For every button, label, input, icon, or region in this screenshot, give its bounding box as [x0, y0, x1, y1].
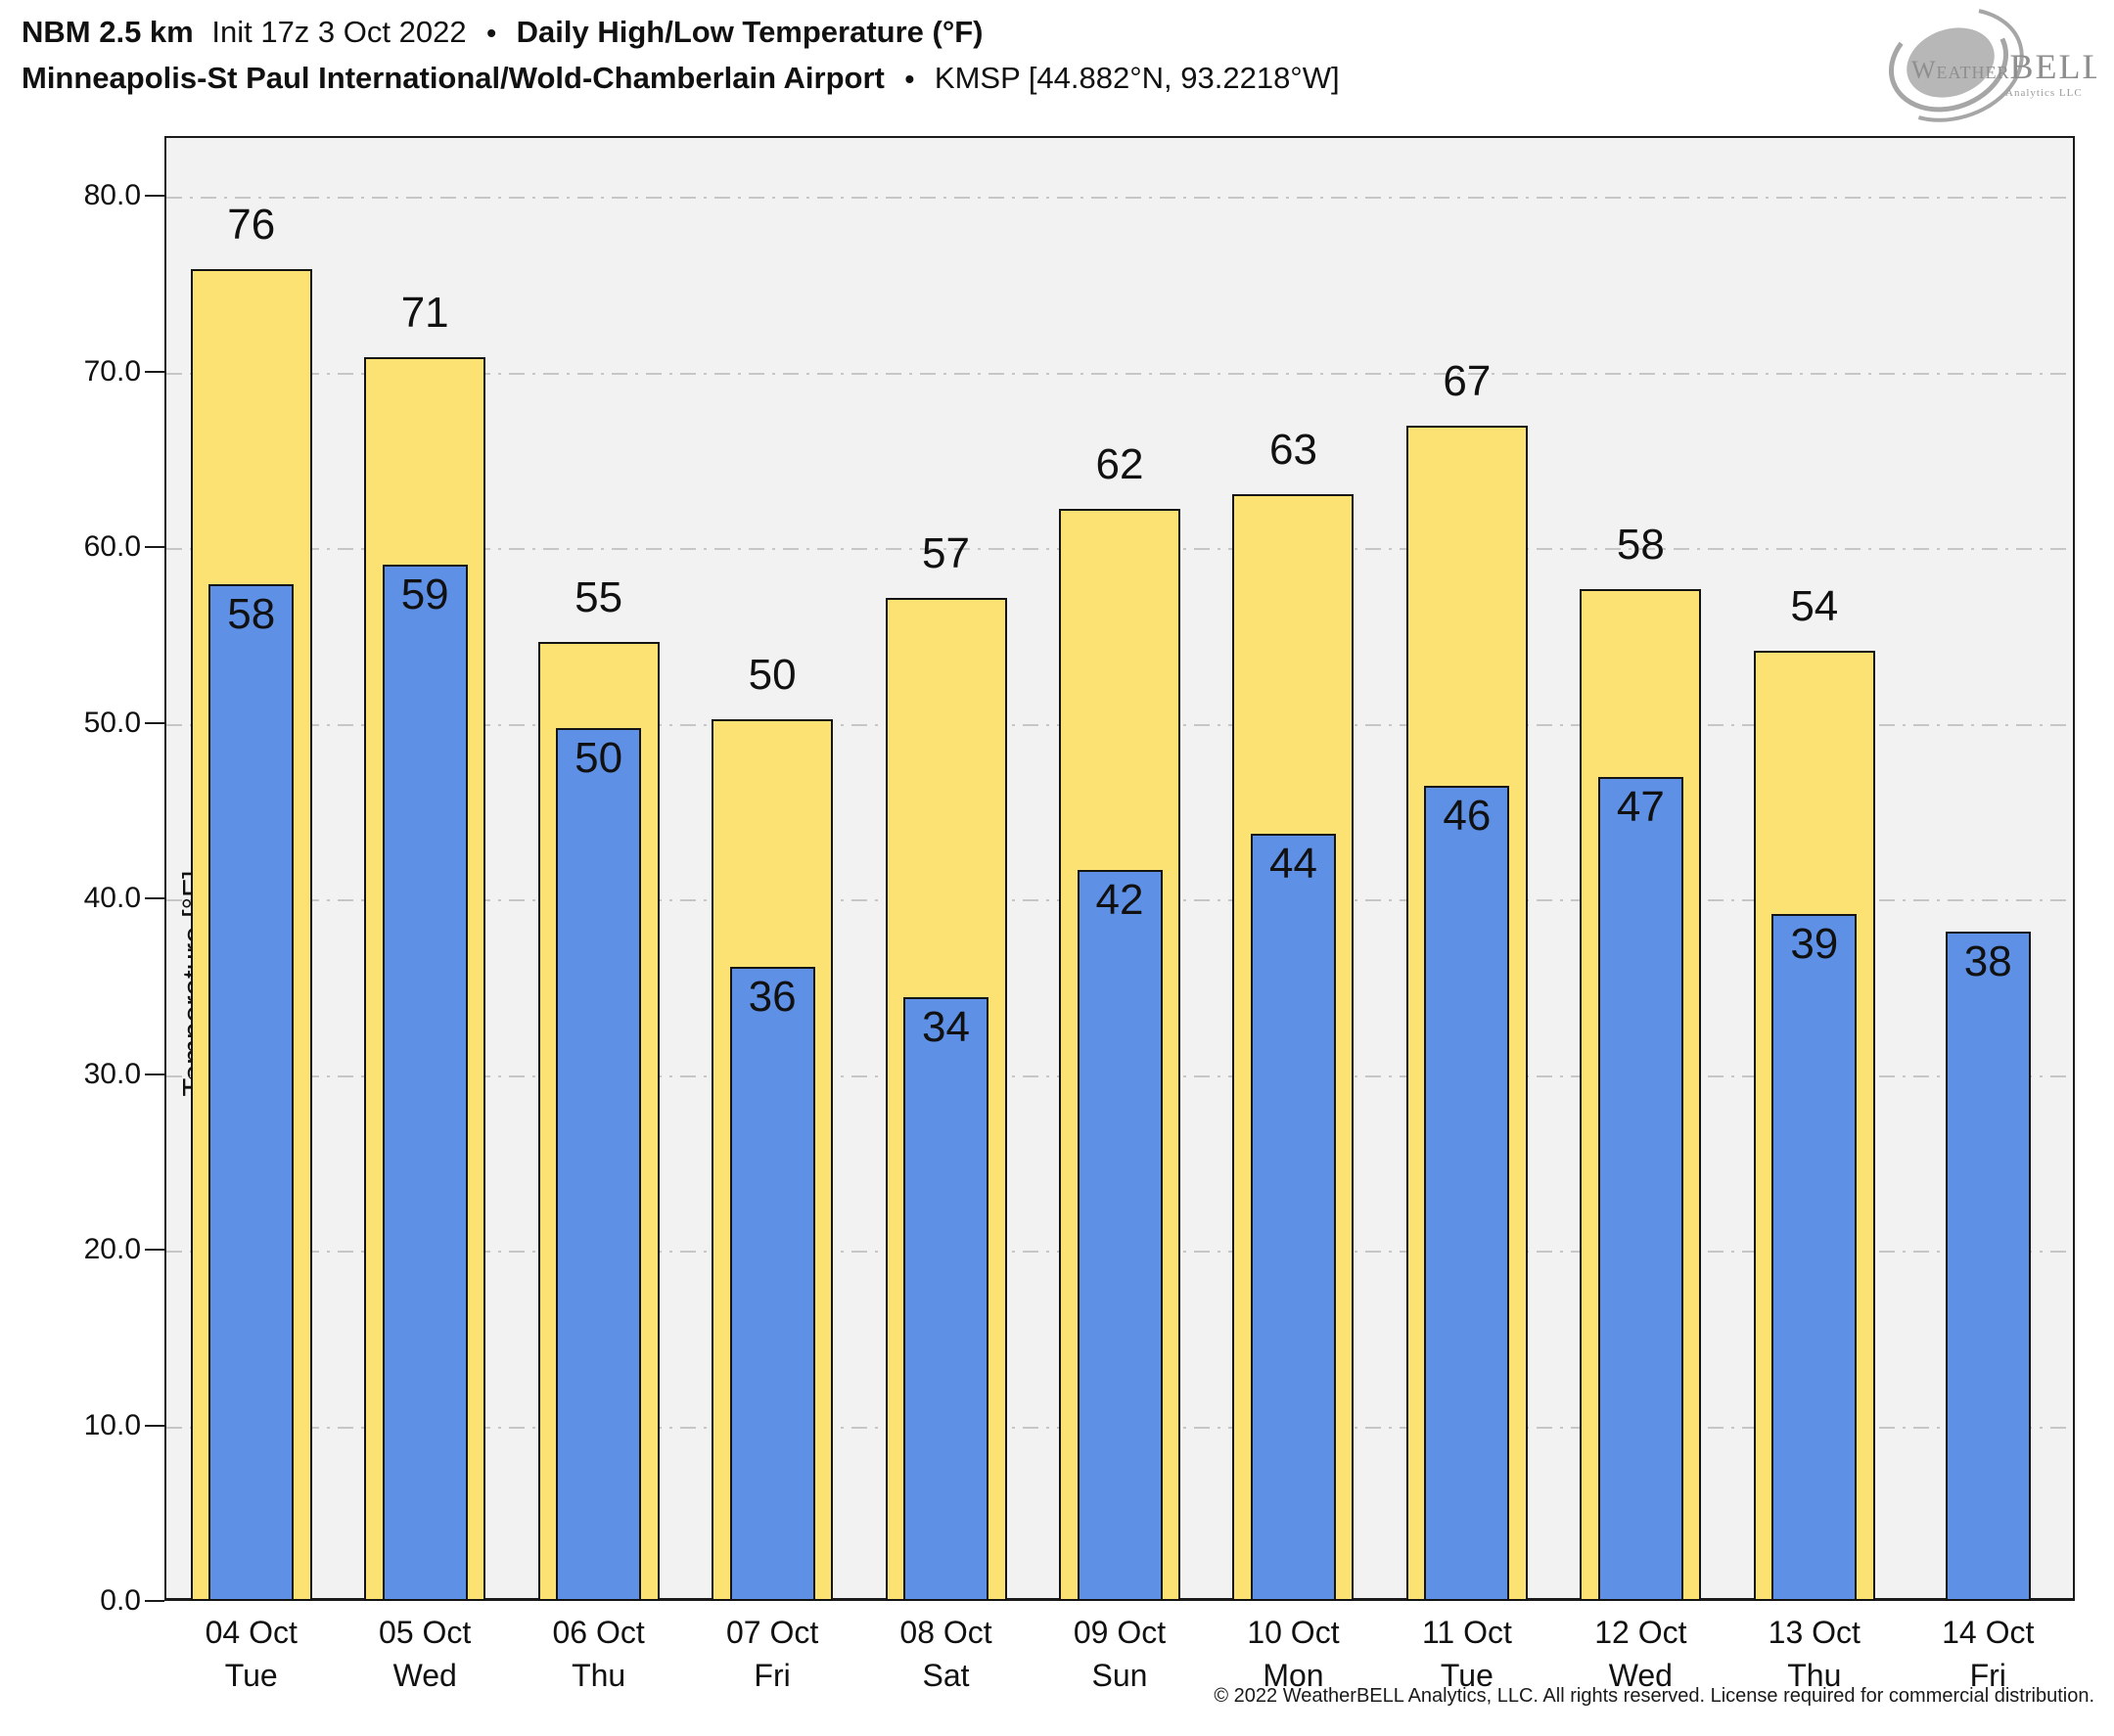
high-value-label: 76 — [227, 201, 276, 250]
x-tick-day-09-Oct: Sun — [1091, 1658, 1148, 1693]
weatherbell-logo: WeatherBELL Analytics LLC — [1886, 7, 2096, 122]
low-bar-05-Oct — [382, 564, 468, 1601]
model-name: NBM 2.5 km — [22, 15, 194, 49]
x-tick-day-06-Oct: Thu — [572, 1658, 626, 1693]
copyright-notice: © 2022 WeatherBELL Analytics, LLC. All r… — [1214, 1685, 2094, 1707]
y-tick-80 — [145, 195, 164, 198]
y-tick-40 — [145, 897, 164, 899]
low-bar-04-Oct — [208, 583, 295, 1601]
y-tick-50 — [145, 721, 164, 724]
low-value-label: 47 — [1616, 783, 1665, 832]
y-tick-30 — [145, 1073, 164, 1075]
x-tick-date-10-Oct: 10 Oct — [1247, 1615, 1340, 1650]
high-value-label: 63 — [1268, 426, 1317, 475]
x-tick-date-14-Oct: 14 Oct — [1942, 1615, 2035, 1650]
gridline-80 — [166, 197, 2073, 200]
x-tick-day-10-Oct: Mon — [1263, 1658, 1324, 1693]
high-value-label: 57 — [922, 529, 970, 578]
logo-swirl-outermost — [1886, 7, 2024, 122]
x-tick-date-08-Oct: 08 Oct — [899, 1615, 992, 1650]
x-tick-date-12-Oct: 12 Oct — [1594, 1615, 1687, 1650]
y-tick-70 — [145, 370, 164, 373]
high-value-label: 54 — [1790, 581, 1839, 630]
y-tick-label-20: 20.0 — [83, 1233, 141, 1265]
x-tick-day-08-Oct: Sat — [922, 1658, 970, 1693]
title-line-2: Minneapolis-St Paul International/Wold-C… — [22, 56, 1340, 102]
logo-swirl-core — [1907, 27, 1995, 98]
logo-word-bell: BELL — [2010, 47, 2096, 86]
high-value-label: 71 — [400, 289, 449, 338]
station-id: KMSP [44.882°N, 93.2218°W] — [934, 61, 1340, 95]
low-bar-09-Oct — [1077, 870, 1163, 1601]
high-value-label: 55 — [574, 572, 623, 621]
low-value-label: 38 — [1963, 937, 2012, 986]
low-bar-10-Oct — [1250, 833, 1336, 1601]
y-tick-label-10: 10.0 — [83, 1408, 141, 1441]
init-time: Init 17z 3 Oct 2022 — [211, 15, 467, 49]
low-value-label: 50 — [574, 733, 623, 782]
station-name: Minneapolis-St Paul International/Wold-C… — [22, 61, 885, 95]
high-value-label: 62 — [1095, 439, 1144, 488]
x-tick-date-09-Oct: 09 Oct — [1073, 1615, 1167, 1650]
low-bar-11-Oct — [1424, 786, 1510, 1601]
y-tick-label-40: 40.0 — [83, 882, 141, 914]
y-tick-label-30: 30.0 — [83, 1057, 141, 1090]
x-tick-day-11-Oct: Tue — [1440, 1658, 1494, 1693]
y-tick-0 — [145, 1600, 164, 1602]
high-value-label: 50 — [748, 650, 797, 699]
x-tick-day-13-Oct: Thu — [1787, 1658, 1842, 1693]
low-value-label: 39 — [1790, 920, 1839, 969]
low-bar-14-Oct — [1945, 932, 2031, 1601]
x-tick-date-04-Oct: 04 Oct — [205, 1615, 298, 1650]
x-tick-day-04-Oct: Tue — [224, 1658, 278, 1693]
x-tick-date-07-Oct: 07 Oct — [725, 1615, 819, 1650]
low-value-label: 58 — [227, 589, 276, 638]
y-tick-label-50: 50.0 — [83, 706, 141, 739]
low-value-label: 42 — [1095, 876, 1144, 925]
x-tick-date-06-Oct: 06 Oct — [552, 1615, 645, 1650]
low-value-label: 34 — [922, 1002, 970, 1051]
gridline-70 — [166, 372, 2073, 375]
y-tick-label-0: 0.0 — [100, 1584, 141, 1617]
low-value-label: 46 — [1443, 792, 1492, 841]
logo-swirl-outer — [1888, 13, 2009, 113]
y-tick-label-60: 60.0 — [83, 530, 141, 564]
y-tick-label-70: 70.0 — [83, 354, 141, 388]
logo-word-weather: WeatherBELL — [1911, 47, 2096, 86]
low-value-label: 36 — [748, 973, 797, 1022]
x-tick-day-05-Oct: Wed — [392, 1658, 457, 1693]
low-bar-13-Oct — [1771, 914, 1858, 1601]
y-tick-60 — [145, 546, 164, 549]
bullet-separator: • — [486, 18, 497, 48]
x-tick-date-11-Oct: 11 Oct — [1421, 1615, 1512, 1650]
x-tick-day-14-Oct: Fri — [1969, 1658, 2006, 1693]
logo-subtext: Analytics LLC — [2005, 87, 2083, 99]
bullet-separator-2: • — [904, 64, 915, 94]
x-tick-date-13-Oct: 13 Oct — [1768, 1615, 1861, 1650]
low-bar-12-Oct — [1597, 777, 1683, 1601]
high-value-label: 67 — [1443, 357, 1492, 406]
title-line-1: NBM 2.5 km Init 17z 3 Oct 2022 • Daily H… — [22, 10, 1340, 56]
x-tick-day-12-Oct: Wed — [1608, 1658, 1673, 1693]
chart-header: NBM 2.5 km Init 17z 3 Oct 2022 • Daily H… — [22, 10, 1340, 102]
y-tick-20 — [145, 1249, 164, 1251]
y-tick-label-80: 80.0 — [83, 179, 141, 212]
low-bar-07-Oct — [729, 967, 815, 1601]
product-name: Daily High/Low Temperature (°F) — [516, 15, 984, 49]
low-bar-08-Oct — [903, 996, 989, 1601]
low-value-label: 44 — [1268, 839, 1317, 888]
low-bar-06-Oct — [556, 727, 642, 1601]
low-value-label: 59 — [400, 570, 449, 618]
high-value-label: 58 — [1616, 521, 1665, 570]
x-tick-day-07-Oct: Fri — [754, 1658, 791, 1693]
y-tick-10 — [145, 1424, 164, 1427]
x-tick-date-05-Oct: 05 Oct — [379, 1615, 472, 1650]
